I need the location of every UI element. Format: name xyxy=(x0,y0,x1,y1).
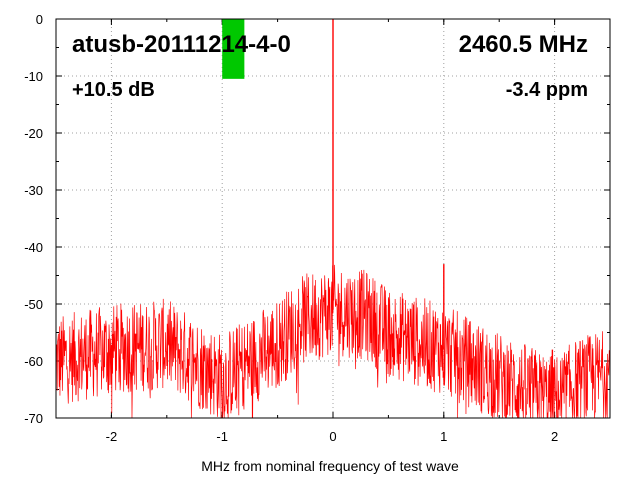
y-tick-label: -70 xyxy=(24,411,43,426)
gain-label: +10.5 dB xyxy=(72,79,155,101)
y-tick-label: 0 xyxy=(36,12,43,27)
y-tick-label: -50 xyxy=(24,297,43,312)
y-tick-label: -20 xyxy=(24,126,43,141)
x-axis-label: MHz from nominal frequency of test wave xyxy=(201,458,459,474)
frequency-label: 2460.5 MHz xyxy=(459,31,588,58)
x-tick-label: 0 xyxy=(329,429,336,444)
x-tick-label: 2 xyxy=(551,429,558,444)
y-tick-label: -60 xyxy=(24,354,43,369)
y-tick-label: -40 xyxy=(24,240,43,255)
x-tick-label: 1 xyxy=(440,429,447,444)
spectrum-trace xyxy=(55,264,611,419)
y-tick-label: -30 xyxy=(24,183,43,198)
x-tick-label: -1 xyxy=(216,429,228,444)
plot-series xyxy=(55,19,611,419)
x-tick-label: -2 xyxy=(106,429,118,444)
ppm-label: -3.4 ppm xyxy=(506,79,588,101)
tick-labels: -2 -1 0 1 20-10-20-30-40-50-60-70 xyxy=(24,12,558,444)
level-marker xyxy=(222,19,245,79)
y-tick-label: -10 xyxy=(24,69,43,84)
device-name-label: atusb-20111214-4-0 xyxy=(72,31,291,58)
plot-frame xyxy=(55,18,611,419)
